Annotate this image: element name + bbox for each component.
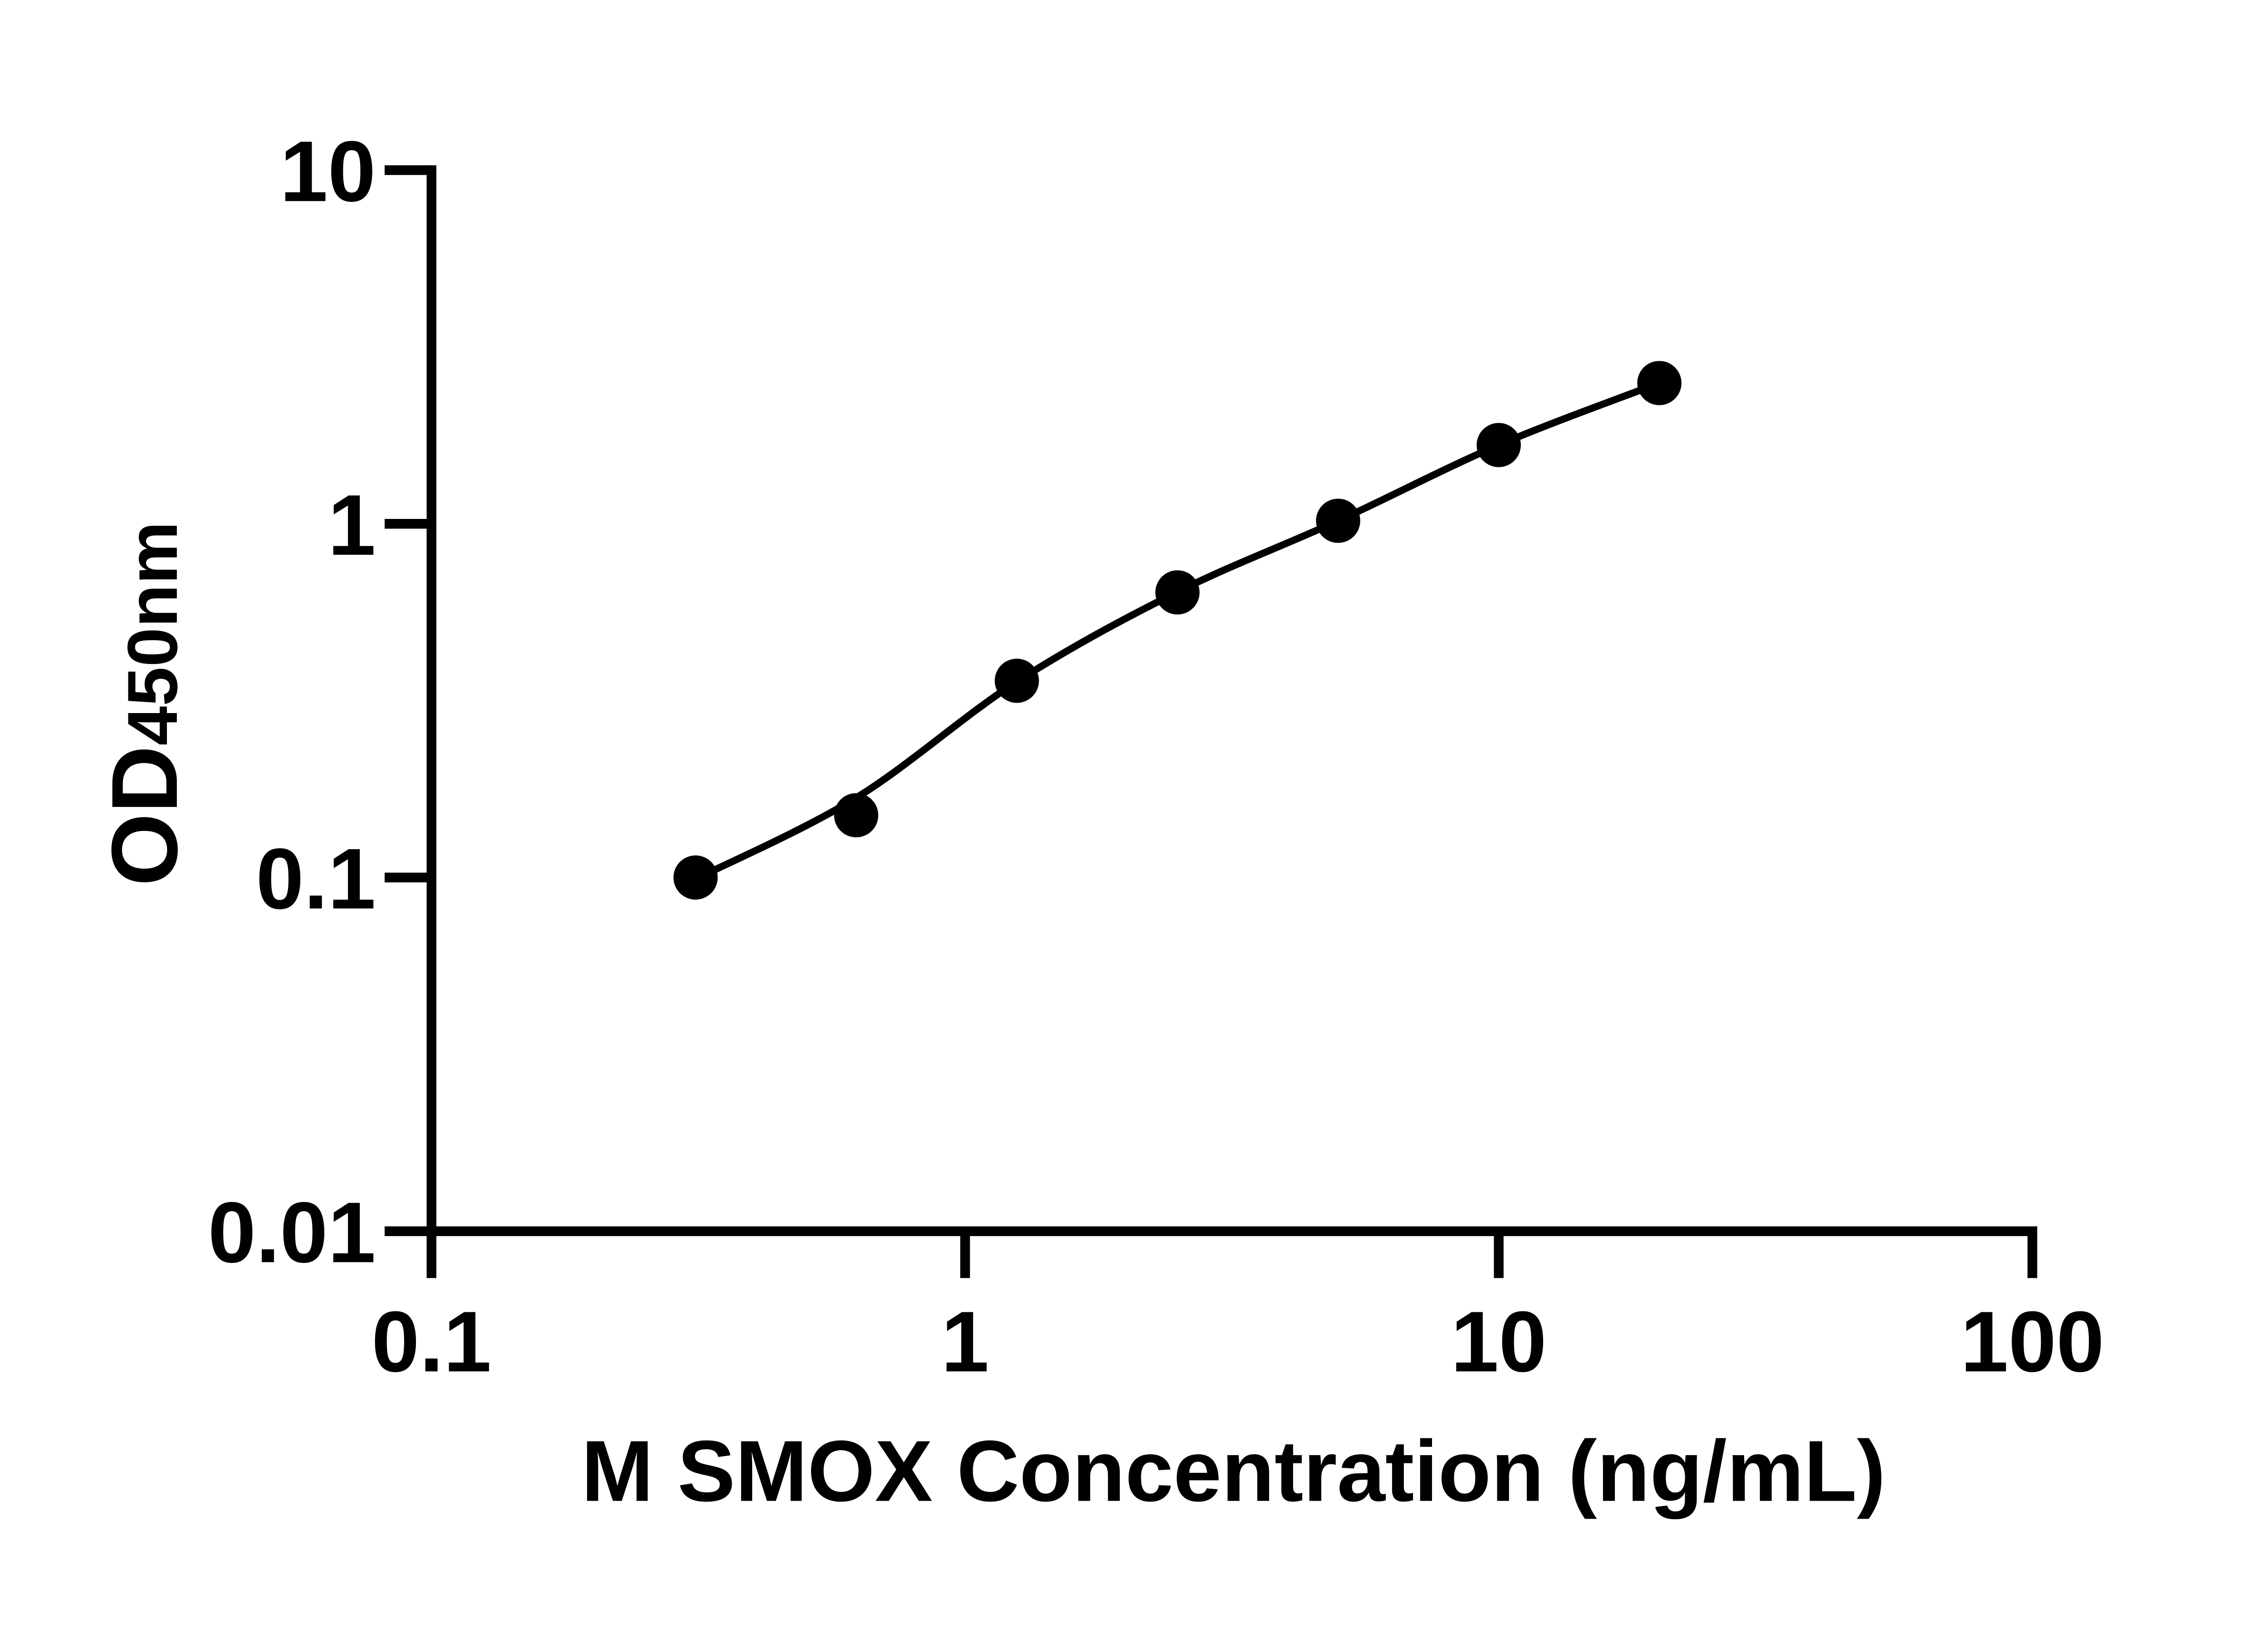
data-point-1: [673, 855, 718, 900]
x-axis-title: M SMOX Concentration (ng/mL): [581, 1423, 1886, 1520]
y-axis-title-subscript: 450nm: [113, 521, 192, 745]
data-point-4: [1155, 570, 1200, 615]
y-tick-label-0.1: 0.1: [256, 831, 376, 927]
x-tick-label-100: 100: [1960, 1294, 2104, 1390]
data-point-2: [834, 793, 879, 837]
x-tick-label-1: 1: [941, 1294, 989, 1390]
y-axis-title-main: OD: [92, 746, 197, 886]
data-points: [673, 361, 1681, 900]
data-point-3: [994, 659, 1039, 703]
tick-labels: 0.01 0.1 1 10 0.1 1 10 100: [208, 123, 2104, 1390]
y-axis-title: OD450nm: [92, 521, 197, 886]
data-point-7: [1637, 361, 1681, 406]
y-tick-label-10: 10: [280, 123, 376, 220]
y-tick-label-1: 1: [328, 477, 376, 573]
data-point-6: [1476, 423, 1521, 467]
x-tick-label-0.1: 0.1: [371, 1294, 491, 1390]
axes: [384, 165, 2038, 1278]
y-tick-label-0.01: 0.01: [208, 1184, 376, 1281]
x-tick-label-10: 10: [1451, 1294, 1546, 1390]
data-point-5: [1316, 499, 1360, 543]
